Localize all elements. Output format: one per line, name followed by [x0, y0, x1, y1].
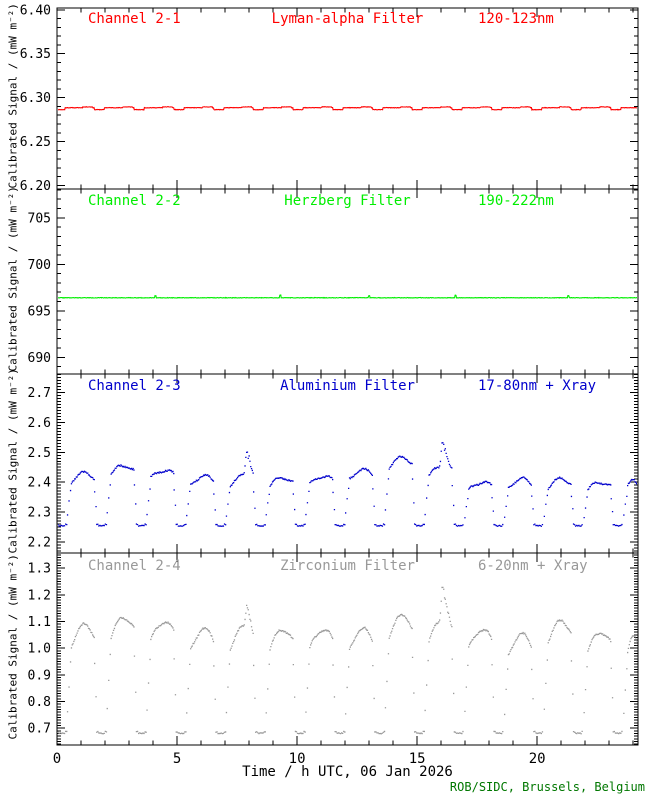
line-series	[58, 294, 637, 299]
y-tick-label: 700	[28, 258, 51, 273]
y-tick-label: 2.2	[28, 535, 51, 550]
panel4-filter-label: Zirconium Filter	[280, 558, 415, 574]
panel2-filter-label: Herzberg Filter	[284, 193, 411, 209]
panel-4: 0.7 0.8 0.9 1.0 1.1 1.2 1.3	[28, 552, 639, 746]
panel-frame	[56, 552, 639, 746]
axis-ticks	[56, 374, 638, 553]
scatter-series	[58, 586, 637, 735]
y-tick-label: 6.35	[20, 47, 51, 62]
panel-1: 6.20 6.25 6.30 6.35 6.40	[20, 3, 639, 194]
panel3-header: Channel 2-3 Aluminium Filter 17-80nm + X…	[0, 379, 650, 396]
y-tick-label: 2.6	[28, 416, 51, 431]
panel-frame	[56, 7, 639, 190]
panel3-filter-label: Aluminium Filter	[280, 378, 415, 394]
y-tick-label: 705	[28, 211, 51, 226]
series-2	[58, 294, 637, 299]
series-3	[58, 442, 637, 527]
axis-ticks	[56, 8, 638, 189]
panel4-range-label: 6-20nm + Xray	[478, 558, 588, 574]
y-tick-label: 1.2	[28, 588, 51, 603]
y-tick-label: 6.25	[20, 135, 51, 150]
panel4-header: Channel 2-4 Zirconium Filter 6-20nm + Xr…	[0, 559, 650, 576]
panel3-range-label: 17-80nm + Xray	[478, 378, 597, 394]
axis-ticks	[56, 189, 638, 374]
panel1-filter-label: Lyman-alpha Filter	[271, 11, 424, 27]
series-4	[58, 586, 637, 735]
panel1-channel-label: Channel 2-1	[88, 11, 181, 27]
panel-frame	[56, 188, 639, 375]
y-tick-label: 1.0	[28, 642, 51, 657]
y-tick-label: 0.7	[28, 722, 51, 737]
axis-ticks	[56, 553, 638, 745]
y-tick-label: 0.8	[28, 695, 51, 710]
x-tick-label: 15	[409, 751, 426, 767]
y-tick-label: 2.7	[28, 386, 51, 401]
y-tick-label: 695	[28, 304, 51, 319]
panel2-range-label: 190-222nm	[478, 193, 554, 209]
y-tick-label: 6.40	[20, 3, 51, 18]
x-tick-label: 5	[173, 751, 181, 767]
panel1-header: Channel 2-1 Lyman-alpha Filter 120-123nm	[0, 12, 650, 29]
panel2-channel-label: Channel 2-2	[88, 193, 181, 209]
y-tick-label: 6.20	[20, 179, 51, 194]
y-tick-label: 6.30	[20, 91, 51, 106]
y-tick-label: 2.3	[28, 506, 51, 521]
line-series	[58, 105, 637, 112]
series-1	[58, 105, 637, 112]
y-tick-label: 0.9	[28, 668, 51, 683]
y-tick-label: 2.5	[28, 446, 51, 461]
credit-text: ROB/SIDC, Brussels, Belgium	[449, 780, 645, 794]
y-tick-label: 1.1	[28, 615, 51, 630]
panel-2: 690 695 700 705	[28, 188, 639, 375]
panel1-y-axis-title: Calibrated Signal / (mW m⁻²)	[6, 3, 20, 189]
panel4-y-axis-title: Calibrated Signal / (mW m⁻²)	[6, 554, 20, 740]
panel1-range-label: 120-123nm	[478, 11, 554, 27]
panel2-header: Channel 2-2 Herzberg Filter 190-222nm	[0, 194, 650, 211]
y-tick-label: 2.4	[28, 476, 52, 491]
panel-3: 2.2 2.3 2.4 2.5 2.6 2.7	[28, 373, 639, 554]
panel3-y-axis-title: Calibrated Signal / (mW m⁻²)	[6, 368, 20, 554]
x-tick-label: 0	[53, 751, 61, 767]
y-tick-label: 690	[28, 351, 51, 366]
panel4-channel-label: Channel 2-4	[88, 558, 181, 574]
x-tick-label: 20	[529, 751, 546, 767]
x-axis-title: Time / h UTC, 06 Jan 2026	[242, 764, 453, 780]
panel2-y-axis-title: Calibrated Signal / (mW m⁻²)	[6, 186, 20, 372]
panel3-channel-label: Channel 2-3	[88, 378, 181, 394]
scatter-series	[58, 442, 637, 527]
x-tick-label: 10	[289, 751, 306, 767]
y-tick-label: 1.3	[28, 562, 51, 577]
